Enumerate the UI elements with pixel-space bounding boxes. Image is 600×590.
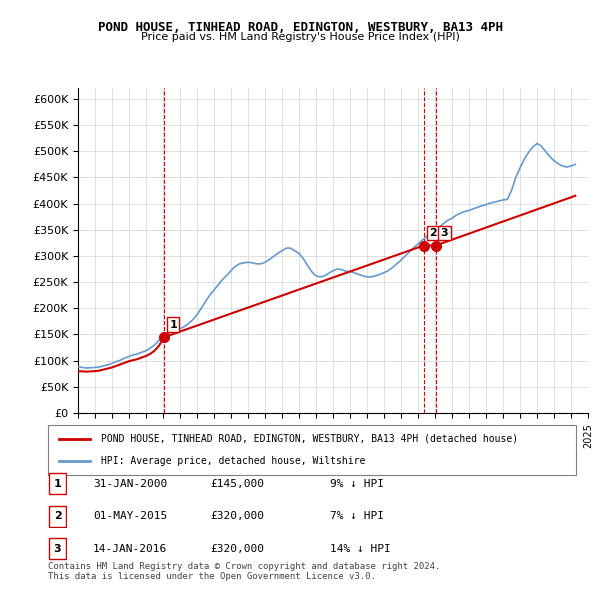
Text: £320,000: £320,000 — [210, 512, 264, 521]
Text: Contains HM Land Registry data © Crown copyright and database right 2024.
This d: Contains HM Land Registry data © Crown c… — [48, 562, 440, 581]
Text: 1: 1 — [54, 479, 61, 489]
Text: 2: 2 — [54, 512, 61, 521]
Text: 1: 1 — [170, 320, 177, 330]
Text: £320,000: £320,000 — [210, 544, 264, 553]
Text: 3: 3 — [441, 228, 448, 238]
Text: 14% ↓ HPI: 14% ↓ HPI — [330, 544, 391, 553]
Text: POND HOUSE, TINHEAD ROAD, EDINGTON, WESTBURY, BA13 4PH (detached house): POND HOUSE, TINHEAD ROAD, EDINGTON, WEST… — [101, 434, 518, 444]
Text: 2: 2 — [429, 228, 437, 238]
Text: 31-JAN-2000: 31-JAN-2000 — [93, 479, 167, 489]
Text: Price paid vs. HM Land Registry's House Price Index (HPI): Price paid vs. HM Land Registry's House … — [140, 32, 460, 42]
Text: 7% ↓ HPI: 7% ↓ HPI — [330, 512, 384, 521]
Text: 9% ↓ HPI: 9% ↓ HPI — [330, 479, 384, 489]
Text: HPI: Average price, detached house, Wiltshire: HPI: Average price, detached house, Wilt… — [101, 456, 365, 466]
Text: £145,000: £145,000 — [210, 479, 264, 489]
Text: POND HOUSE, TINHEAD ROAD, EDINGTON, WESTBURY, BA13 4PH: POND HOUSE, TINHEAD ROAD, EDINGTON, WEST… — [97, 21, 503, 34]
Text: 14-JAN-2016: 14-JAN-2016 — [93, 544, 167, 553]
Text: 3: 3 — [54, 544, 61, 553]
Text: 01-MAY-2015: 01-MAY-2015 — [93, 512, 167, 521]
